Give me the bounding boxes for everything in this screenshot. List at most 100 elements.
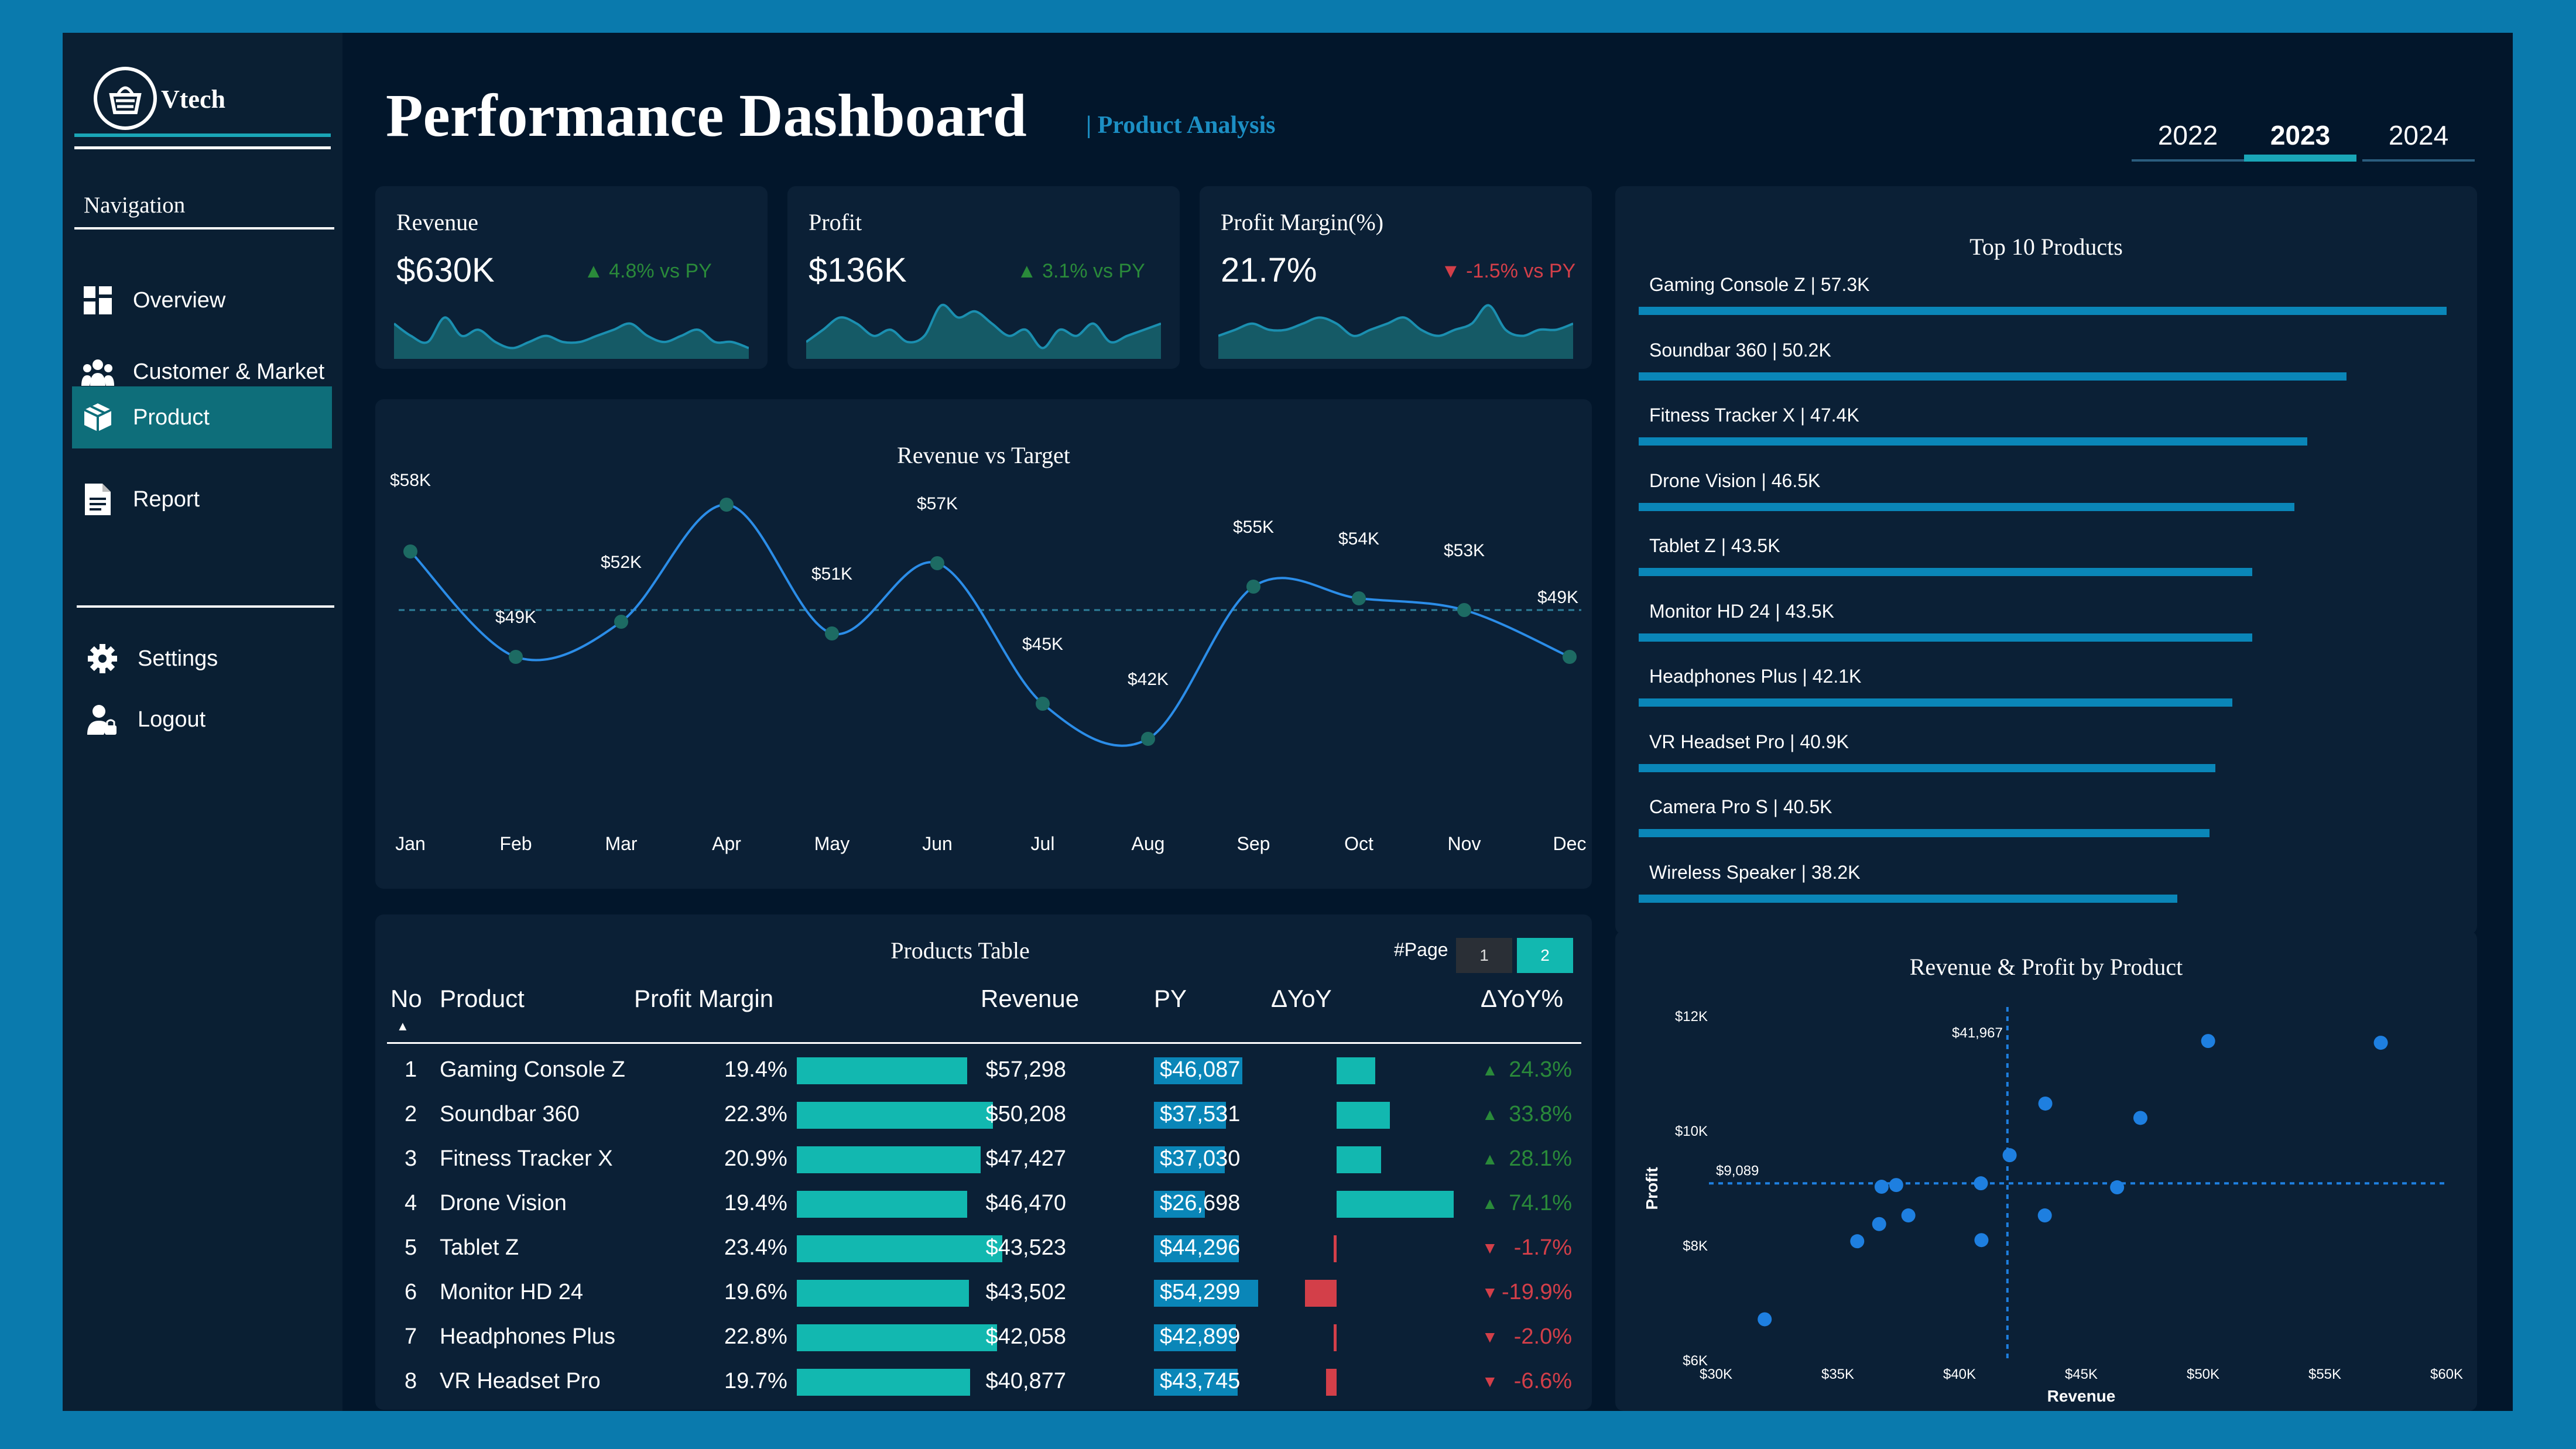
nav-item-settings[interactable]: Settings: [77, 628, 337, 690]
row-number: 8: [405, 1369, 417, 1393]
product-name: Drone Vision: [440, 1191, 567, 1215]
profit-margin-value: 19.7%: [724, 1369, 787, 1393]
nav-item-overview[interactable]: Overview: [72, 269, 332, 331]
nav-item-customer-market[interactable]: Customer & Market: [72, 341, 332, 403]
y-tick-label: $6K: [1683, 1353, 1708, 1369]
x-tick-label: $50K: [2187, 1366, 2219, 1382]
table-row[interactable]: 4 Drone Vision 19.4% $46,470 $26,698 ▲ 74.1%: [375, 1183, 1663, 1227]
year-tab-2022[interactable]: 2022: [2132, 119, 2244, 162]
py-bar: [1154, 1191, 1205, 1218]
table-row[interactable]: 3 Fitness Tracker X 20.9% $47,427 $37,030 ▲ 28…: [375, 1138, 1663, 1183]
py-bar: [1154, 1057, 1242, 1084]
top-product-label: Headphones Plus | 42.1K: [1649, 666, 1862, 687]
revenue-point[interactable]: [403, 544, 417, 559]
revenue-point[interactable]: [1246, 580, 1260, 594]
scatter-point[interactable]: [2373, 1036, 2388, 1050]
yoy-pct-value: -6.6%: [1513, 1369, 1572, 1393]
revenue-point[interactable]: [930, 556, 944, 570]
column-header-py[interactable]: PY: [1154, 985, 1187, 1012]
table-row[interactable]: 2 Soundbar 360 22.3% $50,208 $37,531 ▲ 33.8%: [375, 1094, 1663, 1138]
scatter-point[interactable]: [1872, 1217, 1886, 1231]
x-tick-label: Mar: [605, 833, 637, 854]
nav-item-product[interactable]: Product: [72, 386, 332, 448]
top-product-bar[interactable]: [1639, 698, 2232, 707]
yoy-bar: [1337, 1057, 1375, 1084]
year-tab-2024[interactable]: 2024: [2362, 119, 2475, 162]
product-name: Fitness Tracker X: [440, 1146, 613, 1171]
table-row[interactable]: 8 VR Headset Pro 19.7% $40,877 $43,745 ▼ -6.6%: [375, 1361, 1663, 1405]
scatter-point[interactable]: [1889, 1178, 1903, 1193]
top-product-bar[interactable]: [1639, 763, 2216, 772]
py-value: $43,745: [1160, 1369, 1241, 1393]
revenue-point[interactable]: [509, 650, 523, 664]
scatter-point[interactable]: [2133, 1111, 2147, 1125]
top-product-bar[interactable]: [1639, 307, 2447, 315]
revenue-point[interactable]: [825, 626, 839, 640]
data-label: $42K: [1128, 670, 1169, 689]
sparkline-line: [806, 303, 1161, 350]
yoy-bar: [1337, 1146, 1381, 1173]
scatter-point[interactable]: [2037, 1208, 2052, 1223]
top-product-bar[interactable]: [1639, 568, 2252, 576]
py-value: $37,030: [1160, 1146, 1241, 1171]
scatter-point[interactable]: [1758, 1312, 1772, 1327]
table-row[interactable]: 1 Gaming Console Z 19.4% $57,298 $46,087 ▲ 24.…: [375, 1049, 1663, 1094]
py-value: $37,531: [1160, 1102, 1241, 1126]
scatter-point[interactable]: [1901, 1208, 1916, 1223]
revenue-value: $46,470: [985, 1191, 1066, 1215]
scatter-point[interactable]: [2038, 1096, 2053, 1111]
nav-item-logout[interactable]: Logout: [77, 688, 337, 751]
table-row[interactable]: 5 Tablet Z 23.4% $43,523 $44,296 ▼ -1.7%: [375, 1227, 1663, 1272]
top-product-bar[interactable]: [1639, 502, 2294, 511]
scatter-point[interactable]: [1850, 1234, 1865, 1249]
revenue-point[interactable]: [1036, 697, 1050, 711]
nav-item-report[interactable]: Report: [72, 468, 332, 530]
top-product-bar[interactable]: [1639, 437, 2307, 446]
revenue-point[interactable]: [614, 615, 628, 629]
products-table-panel: Products Table #Page 1 2 No ▲ Product Pr…: [375, 914, 1592, 1410]
scatter-point[interactable]: [1974, 1233, 1989, 1248]
table-row[interactable]: 6 Monitor HD 24 19.6% $43,502 $54,299 ▼ -19.9%: [375, 1272, 1663, 1316]
column-header-profit-margin[interactable]: Profit Margin: [634, 985, 774, 1012]
table-row[interactable]: 7 Headphones Plus 22.8% $42,058 $42,899 ▼ -2.0…: [375, 1316, 1663, 1361]
page-button-2[interactable]: 2: [1517, 938, 1573, 973]
row-number: 1: [405, 1057, 417, 1082]
top-product-bar[interactable]: [1639, 894, 2177, 903]
x-tick-label: Jun: [922, 833, 953, 854]
page-label: #Page: [1394, 939, 1448, 960]
revenue-point[interactable]: [1141, 732, 1155, 746]
revenue-value: $43,502: [985, 1280, 1066, 1304]
revenue-point[interactable]: [1457, 603, 1471, 617]
top-product-bar[interactable]: [1639, 372, 2347, 381]
revenue-point[interactable]: [720, 498, 734, 512]
column-header-yoy[interactable]: ΔYoY: [1271, 985, 1332, 1012]
scatter-point[interactable]: [2002, 1148, 2017, 1163]
arrow-down-icon: ▼: [1482, 1239, 1498, 1257]
year-tab-2023[interactable]: 2023: [2244, 119, 2356, 162]
brand-divider: [74, 146, 331, 149]
page-button-1[interactable]: 1: [1456, 938, 1512, 973]
top-product-bar[interactable]: [1639, 829, 2210, 837]
profit-margin-value: 19.4%: [724, 1191, 787, 1215]
revenue-point[interactable]: [1563, 650, 1577, 664]
column-header-no[interactable]: No: [390, 985, 422, 1012]
scatter-point[interactable]: [2110, 1180, 2125, 1195]
data-label: $51K: [811, 564, 852, 584]
scatter-point[interactable]: [1874, 1180, 1889, 1194]
column-header-yoy-pct[interactable]: ΔYoY%: [1481, 985, 1563, 1012]
column-header-revenue[interactable]: Revenue: [981, 985, 1080, 1012]
y-tick-label: $10K: [1675, 1123, 1708, 1139]
revenue-value: $57,298: [985, 1057, 1066, 1082]
scatter-point[interactable]: [2201, 1034, 2215, 1049]
scatter-point[interactable]: [1974, 1176, 1988, 1191]
sort-ascending-icon[interactable]: ▲: [396, 1019, 409, 1033]
kpi-label: Revenue: [396, 209, 478, 235]
py-value: $42,899: [1160, 1324, 1241, 1349]
product-name: Gaming Console Z: [440, 1057, 625, 1082]
top-products-panel: Top 10 Products Gaming Console Z | 57.3K…: [1615, 186, 2477, 934]
top-product-bar[interactable]: [1639, 633, 2252, 642]
revenue-value: $50,208: [985, 1102, 1066, 1126]
column-header-product[interactable]: Product: [440, 985, 525, 1012]
x-tick-label: $30K: [1700, 1366, 1732, 1382]
revenue-point[interactable]: [1352, 591, 1366, 605]
